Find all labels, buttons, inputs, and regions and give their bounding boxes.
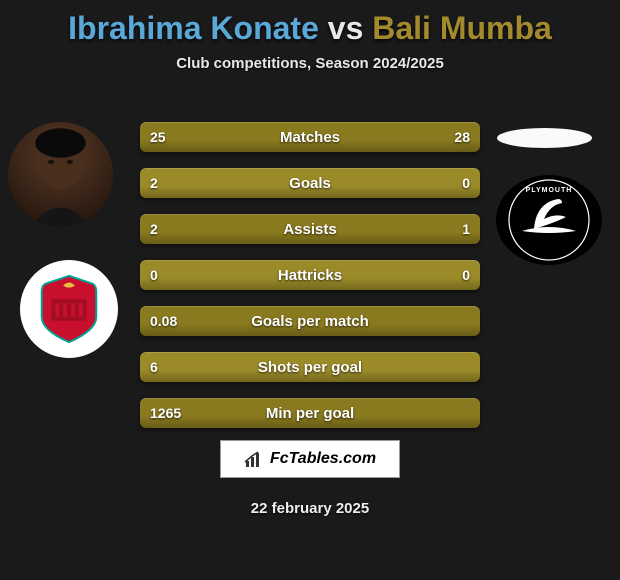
stat-label: Assists	[283, 221, 336, 238]
stat-bar-matches: 25 Matches 28	[140, 122, 480, 152]
stat-label: Shots per goal	[258, 359, 362, 376]
stat-right-value: 0	[462, 175, 470, 191]
stat-right-value: 28	[454, 129, 470, 145]
player2-avatar	[497, 128, 592, 148]
stat-left-value: 25	[150, 129, 166, 145]
stat-label: Hattricks	[278, 267, 342, 284]
stat-bar-assists: 2 Assists 1	[140, 214, 480, 244]
fctables-brand: FcTables.com	[270, 450, 376, 468]
player1-club-crest	[20, 260, 118, 358]
stat-bars: 25 Matches 28 2 Goals 0 2 Assists 1 0 Ha…	[140, 122, 480, 444]
player2-name: Bali Mumba	[372, 10, 552, 46]
stat-bar-goals: 2 Goals 0	[140, 168, 480, 198]
stat-left-value: 2	[150, 221, 158, 237]
stat-label: Goals per match	[251, 313, 369, 330]
comparison-date: 22 february 2025	[0, 500, 620, 517]
player1-avatar	[8, 122, 113, 227]
stat-bar-hattricks: 0 Hattricks 0	[140, 260, 480, 290]
stat-left-value: 2	[150, 175, 158, 191]
player1-name: Ibrahima Konate	[68, 10, 319, 46]
stat-label: Min per goal	[266, 405, 354, 422]
stat-bar-spg: 6 Shots per goal	[140, 352, 480, 382]
stat-right-value: 0	[462, 267, 470, 283]
chart-icon	[244, 449, 264, 469]
stat-bar-mpg: 1265 Min per goal	[140, 398, 480, 428]
stat-label: Matches	[280, 129, 340, 146]
stat-left-value: 0.08	[150, 313, 177, 329]
svg-text:PLYMOUTH: PLYMOUTH	[526, 187, 573, 194]
stat-bar-gpm: 0.08 Goals per match	[140, 306, 480, 336]
vs-text: vs	[319, 10, 372, 46]
subtitle: Club competitions, Season 2024/2025	[0, 55, 620, 72]
stat-left-value: 0	[150, 267, 158, 283]
player2-club-crest: PLYMOUTH	[496, 175, 602, 265]
fctables-watermark: FcTables.com	[220, 440, 400, 478]
comparison-title: Ibrahima Konate vs Bali Mumba	[0, 0, 620, 47]
stat-label: Goals	[289, 175, 331, 192]
stat-right-value: 1	[462, 221, 470, 237]
stat-left-value: 1265	[150, 405, 181, 421]
stat-left-value: 6	[150, 359, 158, 375]
